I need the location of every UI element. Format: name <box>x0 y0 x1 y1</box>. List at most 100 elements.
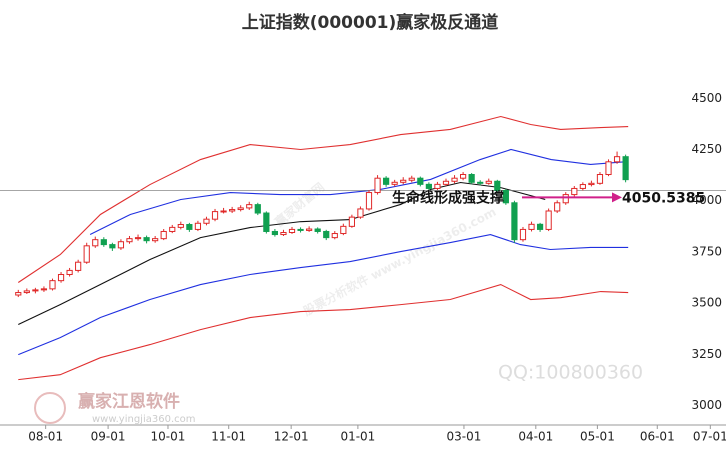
candle-body <box>117 241 125 249</box>
candle-body <box>75 261 82 271</box>
candle-body <box>323 230 330 239</box>
y-tick-label: 3750 <box>691 244 722 258</box>
x-tick-label: 06-01 <box>640 430 675 444</box>
candle-body <box>434 183 441 189</box>
candle-body <box>220 210 227 213</box>
candle-body <box>417 177 424 185</box>
candle-body <box>126 238 133 243</box>
candle-body <box>622 156 629 181</box>
candle-body <box>374 177 381 194</box>
candle-body <box>263 212 270 232</box>
candle-body <box>297 228 304 231</box>
candle-body <box>365 192 373 210</box>
candle-body <box>211 211 219 220</box>
x-tick-label: 09-01 <box>91 430 126 444</box>
candle-body <box>169 226 176 232</box>
candle-body <box>494 180 501 191</box>
x-tick-label: 05-01 <box>580 430 615 444</box>
candle-body <box>152 238 159 242</box>
candle-body <box>562 194 569 204</box>
x-tick-label: 04-01 <box>518 430 553 444</box>
annotation-arrowhead <box>612 192 622 203</box>
candle-body <box>528 223 535 230</box>
candle-body <box>511 202 518 241</box>
candle-body <box>109 244 116 249</box>
y-tick-label: 3250 <box>691 347 722 361</box>
candle-body <box>194 222 202 230</box>
candle-body <box>32 289 39 292</box>
x-tick-label: 10-01 <box>151 430 186 444</box>
candle-body <box>613 156 621 163</box>
candle-body <box>49 280 56 290</box>
y-tick-label: 4250 <box>691 142 722 156</box>
candle-body <box>502 189 509 204</box>
candle-body <box>83 245 90 263</box>
x-tick-label: 03-01 <box>447 430 482 444</box>
candle-body <box>246 204 253 209</box>
chart-title: 上证指数(000001)赢家极反通道 <box>242 12 499 33</box>
candle-body <box>237 207 244 211</box>
channel-line <box>18 181 546 326</box>
candle-body <box>288 228 296 233</box>
candle-body <box>596 174 604 184</box>
candle-body <box>229 209 236 212</box>
candle-body <box>203 218 210 224</box>
candle-body <box>306 228 313 231</box>
candle-body <box>280 232 287 236</box>
candle-body <box>134 237 142 240</box>
candle-body <box>383 177 390 185</box>
candle-body <box>536 223 544 230</box>
x-tick-label: 12-01 <box>274 430 309 444</box>
channel-line <box>17 115 629 283</box>
candle-body <box>40 288 48 291</box>
x-tick-label: 08-01 <box>28 430 63 444</box>
watermark: www.yingjia360.com <box>92 414 196 425</box>
candle-body <box>408 177 415 181</box>
candle-body <box>143 237 150 242</box>
candle-body <box>271 230 279 236</box>
candle-body <box>92 239 99 247</box>
candle-body <box>186 224 193 230</box>
candle-body <box>477 181 484 184</box>
candle-body <box>459 174 467 179</box>
candle-body <box>579 184 586 189</box>
x-tick-label: 11-01 <box>211 430 246 444</box>
candle-body <box>442 180 450 185</box>
candle-body <box>100 239 107 246</box>
y-tick-label: 3500 <box>691 296 722 310</box>
candle-body <box>425 183 432 189</box>
candle-body <box>571 187 578 196</box>
watermark: 股票分析软件 www.yingjia360.com <box>301 204 499 319</box>
candle-body <box>340 225 347 235</box>
candle-body <box>254 204 261 214</box>
candle-body <box>554 202 561 212</box>
candle-body <box>66 269 73 276</box>
y-tick-label: 4000 <box>691 193 722 207</box>
candle-body <box>348 216 355 227</box>
candle-body <box>331 233 338 239</box>
x-tick-label: 01-01 <box>340 430 375 444</box>
annotation-value: 4050.5385 <box>622 190 705 206</box>
candle-body <box>177 224 184 228</box>
candle-body <box>160 230 167 240</box>
channel-line <box>18 233 629 356</box>
watermark: QQ:100800360 <box>498 362 643 384</box>
candle-body <box>400 179 407 183</box>
logo-icon <box>34 392 66 424</box>
candle-body <box>605 161 612 176</box>
candle-body <box>485 180 492 184</box>
x-tick-label: 07-01 <box>693 430 726 444</box>
candle-body <box>451 177 458 182</box>
candle-body <box>314 228 321 232</box>
candle-body <box>391 181 398 185</box>
candle-body <box>468 174 475 183</box>
candle-body <box>23 290 30 294</box>
candle-body <box>545 210 552 230</box>
channel-line <box>18 283 629 381</box>
watermark: 赢家江恩软件 <box>78 391 180 412</box>
candle-body <box>519 228 527 241</box>
candle-body <box>57 274 65 282</box>
annotation-text: 生命线形成强支撑 <box>392 189 504 206</box>
candle-body <box>15 292 22 296</box>
